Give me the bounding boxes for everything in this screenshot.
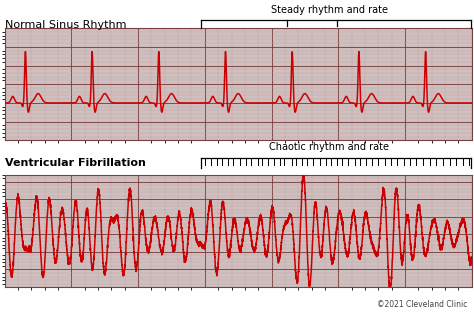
Text: Normal Sinus Rhythm: Normal Sinus Rhythm (5, 20, 126, 30)
Text: ©2021 Cleveland Clinic: ©2021 Cleveland Clinic (376, 300, 467, 309)
Text: Steady rhythm and rate: Steady rhythm and rate (271, 5, 388, 15)
Text: Ventricular Fibrillation: Ventricular Fibrillation (5, 158, 146, 168)
Text: Chaotic rhythm and rate: Chaotic rhythm and rate (269, 142, 390, 152)
